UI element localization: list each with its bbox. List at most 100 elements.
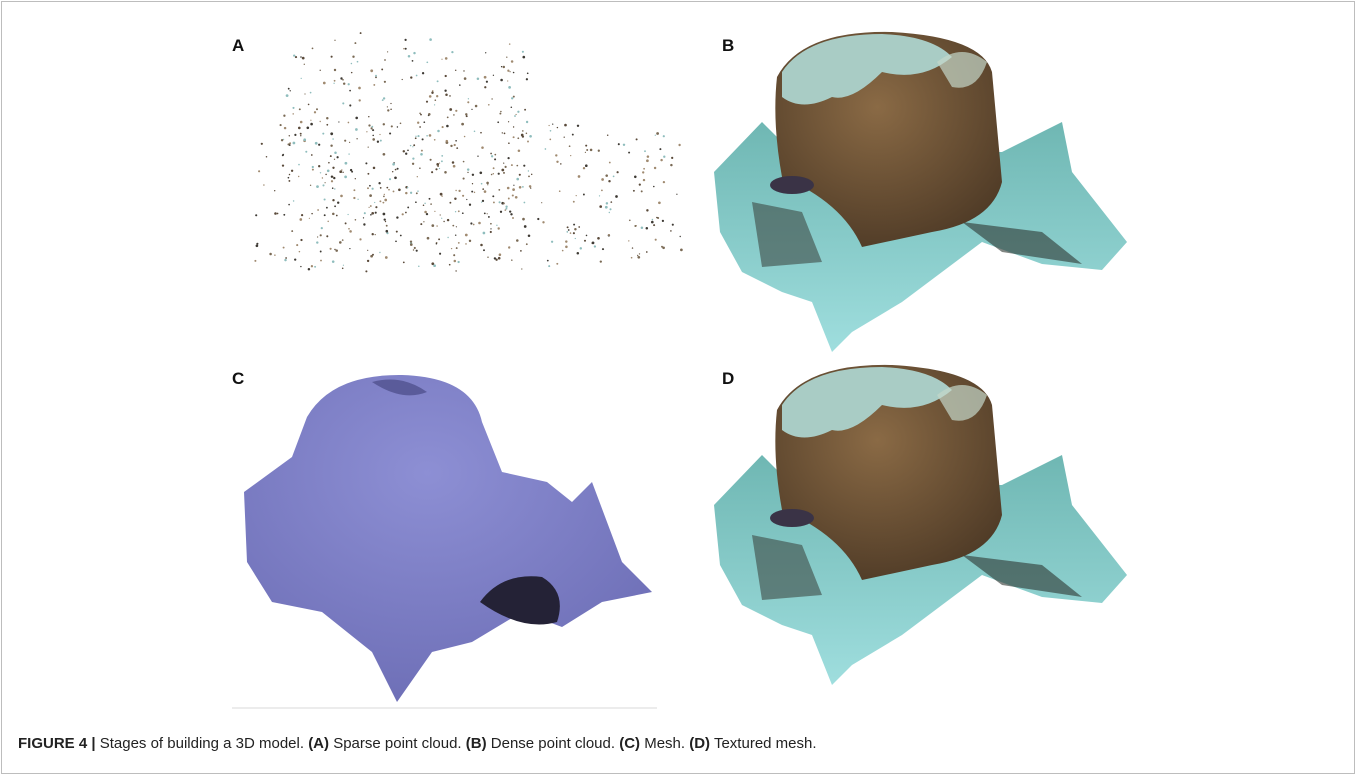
point (482, 200, 484, 202)
point (435, 99, 437, 101)
point (491, 98, 492, 99)
point (368, 207, 369, 208)
point (348, 83, 350, 85)
caption: FIGURE 4 | Stages of building a 3D model… (18, 735, 817, 752)
point (463, 178, 465, 180)
point (311, 213, 313, 215)
point (322, 133, 324, 135)
point (494, 257, 496, 259)
point (369, 185, 371, 187)
point (516, 239, 519, 242)
point (459, 84, 461, 86)
point (578, 226, 580, 228)
point (295, 56, 297, 58)
point (552, 123, 553, 124)
point (458, 210, 460, 212)
point (326, 207, 328, 209)
point (332, 213, 335, 216)
point (528, 170, 529, 171)
point (414, 247, 416, 249)
point (367, 260, 369, 262)
point (375, 77, 377, 79)
point (429, 95, 432, 98)
point (419, 167, 420, 168)
caption-item: Textured mesh. (714, 735, 817, 752)
point (370, 69, 373, 72)
point (500, 211, 502, 213)
point (441, 155, 443, 157)
point (423, 204, 425, 206)
point (281, 139, 283, 141)
point (461, 123, 464, 126)
point (503, 66, 505, 68)
point (416, 250, 418, 252)
point (599, 195, 600, 196)
point (388, 189, 390, 191)
point (527, 72, 529, 74)
point (316, 241, 318, 243)
point (646, 209, 648, 211)
point (345, 162, 348, 165)
point (497, 121, 499, 123)
point (316, 108, 318, 110)
point (643, 179, 645, 181)
point (383, 196, 385, 198)
point (320, 251, 322, 253)
point (320, 121, 321, 122)
point (417, 190, 419, 192)
point (477, 156, 478, 157)
point (358, 87, 361, 90)
point (403, 48, 404, 49)
point (429, 38, 432, 41)
point (367, 173, 369, 175)
point (487, 184, 488, 185)
point (343, 265, 344, 266)
point (407, 206, 409, 208)
point (320, 172, 321, 173)
point (356, 138, 357, 139)
point (504, 209, 506, 211)
point (542, 221, 544, 223)
point (573, 232, 575, 234)
point (424, 211, 427, 214)
point (355, 128, 358, 131)
point (529, 185, 532, 188)
point (545, 148, 547, 150)
point (508, 121, 509, 122)
point (405, 212, 407, 214)
point (451, 51, 453, 53)
point (274, 212, 277, 215)
point (451, 248, 452, 249)
point (590, 149, 593, 152)
point (369, 194, 372, 197)
point (370, 205, 372, 207)
point (670, 164, 672, 166)
point (481, 201, 482, 202)
point (491, 155, 493, 157)
point (511, 259, 513, 261)
point (442, 126, 444, 128)
point (651, 221, 654, 224)
point (312, 169, 314, 171)
point (402, 79, 403, 80)
point (288, 177, 290, 179)
point (331, 180, 333, 182)
point (407, 149, 409, 151)
point (469, 240, 471, 242)
point (330, 248, 332, 250)
point (353, 197, 355, 199)
point (326, 124, 328, 126)
point (352, 56, 354, 58)
point (332, 138, 334, 140)
point (261, 143, 263, 145)
point (424, 203, 425, 204)
point (387, 109, 389, 111)
point (291, 170, 293, 172)
point (402, 213, 404, 215)
point (384, 199, 387, 202)
point (397, 126, 398, 127)
point (332, 167, 334, 169)
point (439, 253, 441, 255)
point (467, 172, 468, 173)
textured-mesh (714, 365, 1127, 685)
